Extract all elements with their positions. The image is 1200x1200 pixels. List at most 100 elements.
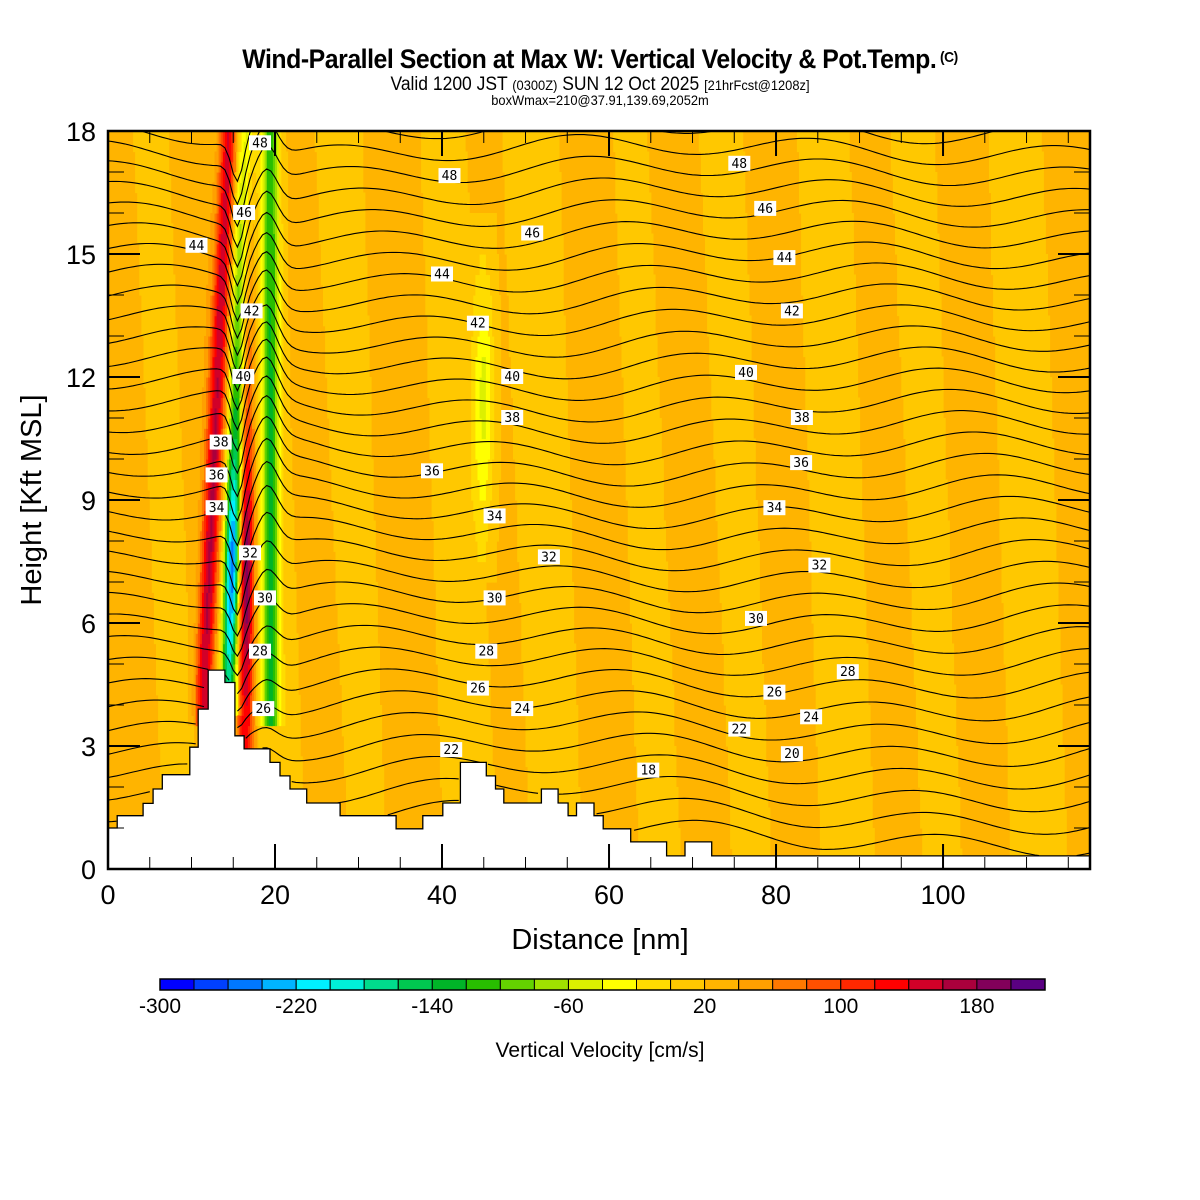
w-cell xyxy=(368,377,372,869)
w-cell xyxy=(623,131,627,440)
w-cell xyxy=(487,213,491,276)
w-cell xyxy=(229,500,232,511)
w-cell xyxy=(496,254,499,542)
w-cell xyxy=(212,182,216,255)
w-cell xyxy=(214,213,218,255)
w-cell xyxy=(490,500,493,583)
w-cell xyxy=(546,131,550,869)
w-cell xyxy=(233,633,236,655)
w-cell xyxy=(166,131,170,869)
w-cell xyxy=(533,131,537,869)
w-cell xyxy=(803,131,806,358)
w-cell xyxy=(536,131,539,869)
w-cell xyxy=(295,633,299,869)
w-cell xyxy=(222,520,226,542)
theta-label-box xyxy=(483,590,506,606)
w-cell xyxy=(235,274,238,306)
w-cell xyxy=(229,131,232,183)
theta-contour-37 xyxy=(108,338,1090,411)
w-cell xyxy=(197,500,201,583)
w-cell xyxy=(753,438,756,869)
colorbar-frame xyxy=(159,978,1046,991)
x-tick-label: 80 xyxy=(761,880,791,910)
w-cell xyxy=(343,131,347,778)
w-cell xyxy=(517,131,520,563)
w-cell xyxy=(262,131,266,727)
theta-label-box xyxy=(239,545,261,561)
w-cell xyxy=(204,336,207,429)
w-cell xyxy=(235,643,238,665)
w-cell xyxy=(222,592,226,645)
w-cell xyxy=(210,295,213,337)
w-cell xyxy=(229,459,232,470)
w-cell xyxy=(830,131,833,869)
w-cell xyxy=(897,131,900,317)
theta-label-box xyxy=(800,709,823,725)
theta-label-text: 24 xyxy=(514,702,530,717)
theta-contour-46 xyxy=(108,168,1090,249)
theta-label-box xyxy=(431,266,453,282)
theta-contour-48 xyxy=(108,131,1090,206)
w-cell xyxy=(239,520,243,542)
w-cell xyxy=(728,131,731,788)
w-cell xyxy=(151,131,155,593)
w-cell xyxy=(479,254,483,317)
w-cell xyxy=(565,377,568,869)
w-cell xyxy=(865,643,869,869)
theta-label-text: 32 xyxy=(812,559,828,574)
colorbar-swatch xyxy=(227,978,263,991)
w-cell xyxy=(325,131,328,378)
theta-label-box xyxy=(790,410,813,425)
w-cell xyxy=(928,131,932,869)
theta-label: 20 xyxy=(780,746,803,762)
theta-label: 34 xyxy=(205,500,228,516)
w-cell xyxy=(746,274,750,869)
w-cell xyxy=(1043,213,1046,869)
w-cell xyxy=(934,172,938,869)
w-cell xyxy=(625,131,629,501)
w-cell xyxy=(519,131,522,604)
w-cell xyxy=(231,653,234,675)
theta-label: 40 xyxy=(232,369,255,385)
w-cell xyxy=(266,131,270,727)
w-cell xyxy=(254,725,257,768)
w-cell xyxy=(498,295,502,481)
w-cell xyxy=(247,489,251,522)
w-cell xyxy=(158,131,161,747)
w-cell xyxy=(997,131,1000,460)
w-cell xyxy=(243,694,247,768)
w-cell xyxy=(844,131,848,869)
w-cell xyxy=(911,131,915,645)
w-cell xyxy=(201,633,205,727)
w-cell xyxy=(241,131,245,163)
w-cell xyxy=(527,131,531,809)
w-cell xyxy=(231,284,234,317)
w-cell xyxy=(222,305,226,347)
colorbar-swatch xyxy=(840,978,876,991)
w-cell xyxy=(538,131,541,869)
w-cell xyxy=(709,131,712,378)
w-cell xyxy=(214,602,218,634)
w-cell xyxy=(245,705,249,768)
theta-label-text: 36 xyxy=(793,456,809,471)
theta-label-text: 38 xyxy=(504,411,520,426)
w-cell xyxy=(243,141,247,204)
w-cell xyxy=(218,530,222,552)
w-cell xyxy=(849,172,852,869)
w-cell xyxy=(235,172,238,194)
colorbar-swatch xyxy=(942,978,978,991)
w-cell xyxy=(949,582,952,869)
theta-contour-25 xyxy=(108,624,1090,677)
theta-label-box xyxy=(763,500,786,516)
w-cell xyxy=(227,264,230,296)
colorbar-swatch xyxy=(602,978,637,991)
theta-contour-41 xyxy=(108,269,1090,340)
theta-label-box xyxy=(763,684,786,700)
w-cell xyxy=(475,541,479,869)
w-cell xyxy=(481,315,485,358)
w-cell xyxy=(475,213,479,276)
w-cell xyxy=(156,131,159,696)
w-cell xyxy=(435,131,439,665)
w-cell xyxy=(621,131,625,378)
theta-label: 22 xyxy=(728,721,751,738)
